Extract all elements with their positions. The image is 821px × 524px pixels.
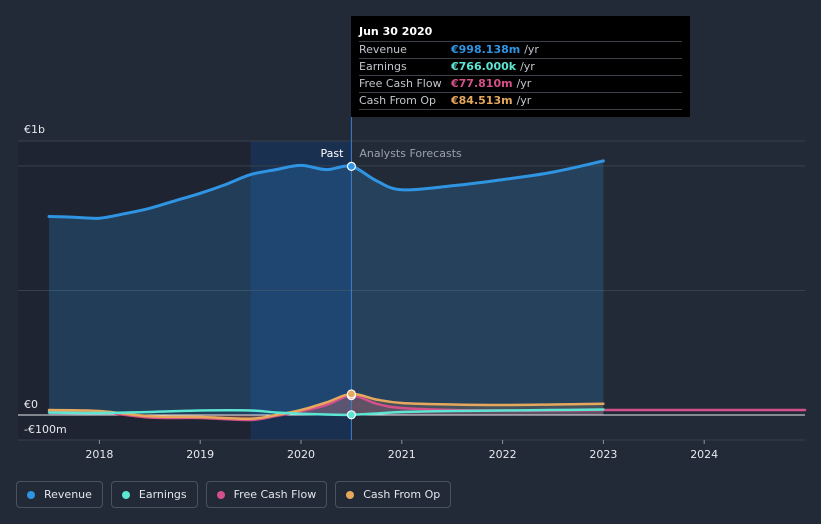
legend-item-free-cash-flow[interactable]: Free Cash Flow [205, 481, 328, 508]
tooltip-unit: /yr [516, 77, 532, 90]
tooltip-unit: /yr [516, 94, 532, 107]
tooltip-value: €998.138m [451, 43, 521, 56]
x-tick-label: 2022 [489, 448, 517, 461]
legend-dot-icon [121, 490, 130, 499]
chart: Past Analysts Forecasts €1b €0 -€100m 2018 201… [18, 116, 807, 461]
marker-cash-from-op [346, 389, 356, 399]
past-label: Past [320, 147, 344, 160]
legend-dot-icon [216, 490, 225, 499]
legend-dot-icon [27, 490, 35, 499]
legend-label: Free Cash Flow [233, 488, 317, 501]
tooltip-label: Cash From Op [359, 94, 437, 107]
tooltip-value: €84.513m [451, 94, 513, 107]
tooltip-unit: /yr [524, 43, 539, 56]
marker-earnings [346, 410, 356, 420]
revenue-area [49, 160, 604, 415]
series-line-revenue [47, 159, 605, 220]
series-area [49, 393, 604, 419]
tooltip-row-revenue: Revenue €998.138m /yr [359, 41, 682, 58]
y-tick-label: €1b [24, 123, 45, 136]
y-tick-label: €0 [24, 398, 38, 411]
series-area [49, 395, 604, 421]
legend-dot-icon [346, 490, 355, 499]
tooltip-label: Free Cash Flow [359, 77, 442, 90]
tooltip-value: €766.000k [451, 60, 517, 73]
x-tick-label: 2019 [186, 448, 214, 461]
legend: Revenue Earnings Free Cash Flow Cash Fro… [16, 481, 459, 508]
x-tick-label: 2023 [589, 448, 617, 461]
x-tick-label: 2024 [690, 448, 718, 461]
legend-label: Cash From Op [363, 488, 441, 501]
x-tick-label: 2021 [388, 448, 416, 461]
tooltip-date: Jun 30 2020 [359, 25, 433, 38]
series-line-earnings [47, 408, 605, 417]
marker-revenue [346, 161, 356, 172]
tooltip-row-earnings: Earnings €766.000k /yr [359, 58, 682, 75]
forecast-label: Analysts Forecasts [359, 147, 462, 160]
tooltip-value: €77.810m [451, 77, 513, 90]
tooltip-row-free-cash-flow: Free Cash Flow €77.810m /yr [359, 75, 682, 92]
series-line-cash-from-op [47, 392, 605, 421]
legend-item-revenue[interactable]: Revenue [16, 481, 103, 508]
legend-label: Earnings [138, 488, 187, 501]
legend-item-earnings[interactable]: Earnings [110, 481, 198, 508]
y-tick-label: -€100m [24, 423, 67, 436]
legend-item-cash-from-op[interactable]: Cash From Op [335, 481, 452, 508]
x-tick-label: 2018 [85, 448, 113, 461]
x-tick-label: 2020 [287, 448, 315, 461]
tooltip-label: Revenue [359, 43, 407, 56]
tooltip-unit: /yr [520, 60, 535, 73]
data-tooltip: Jun 30 2020 Revenue €998.138m /yr Earnin… [351, 16, 690, 117]
tooltip-label: Earnings [359, 60, 407, 73]
legend-label: Revenue [44, 488, 92, 501]
tooltip-row-cash-from-op: Cash From Op €84.513m /yr [359, 92, 682, 110]
